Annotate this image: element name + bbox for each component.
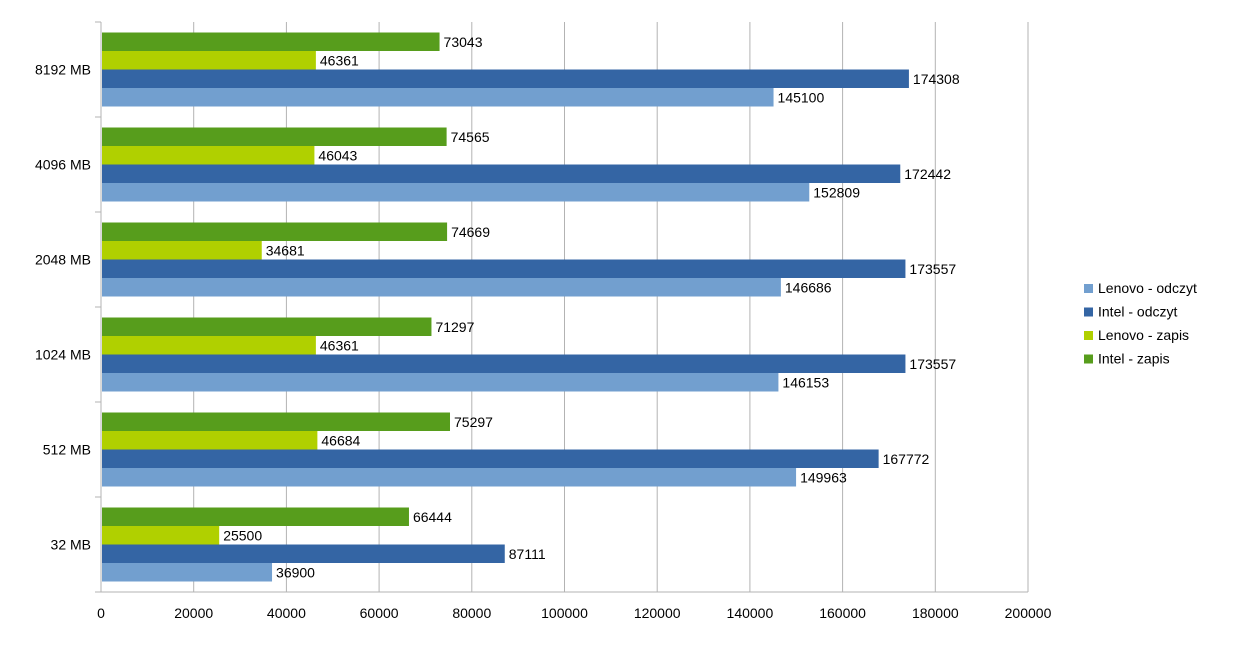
bar <box>102 507 409 526</box>
legend: Lenovo - odczyt Intel - odczyt Lenovo - za… <box>1084 280 1197 367</box>
bar <box>102 32 440 51</box>
x-tick-label: 80000 <box>452 605 491 621</box>
legend-swatch <box>1084 284 1093 293</box>
data-label: 46361 <box>320 337 359 353</box>
bar <box>102 183 810 202</box>
data-label: 174308 <box>913 71 960 87</box>
data-label: 75297 <box>454 414 493 430</box>
data-labels: 36900 87111 25500 66444 149963 167772 46684 752… <box>223 34 960 581</box>
data-label: 173557 <box>909 356 956 372</box>
bars <box>102 32 909 582</box>
bar <box>102 259 906 278</box>
bar <box>102 526 220 545</box>
data-label: 152809 <box>813 184 860 200</box>
x-tick-label: 200000 <box>1005 605 1052 621</box>
bar <box>102 468 797 487</box>
data-label: 46361 <box>320 52 359 68</box>
y-category-label: 8192 MB <box>35 62 91 78</box>
x-tick-label: 120000 <box>634 605 681 621</box>
y-category-label: 2048 MB <box>35 252 91 268</box>
bar <box>102 449 879 468</box>
data-label: 149963 <box>800 469 847 485</box>
bar <box>102 563 273 582</box>
x-tick-label: 20000 <box>174 605 213 621</box>
legend-label: Lenovo - odczyt <box>1098 280 1197 296</box>
data-label: 34681 <box>266 242 305 258</box>
bar <box>102 127 447 146</box>
legend-label: Lenovo - zapis <box>1098 327 1189 343</box>
legend-swatch <box>1084 331 1093 340</box>
bar <box>102 544 505 563</box>
data-label: 36900 <box>276 564 315 580</box>
y-category-label: 32 MB <box>51 537 91 553</box>
data-label: 46043 <box>318 147 357 163</box>
data-label: 74669 <box>451 224 490 240</box>
x-tick-label: 140000 <box>727 605 774 621</box>
data-label: 66444 <box>413 509 452 525</box>
legend-swatch <box>1084 307 1093 317</box>
bar <box>102 278 781 297</box>
data-label: 146686 <box>785 279 832 295</box>
x-tick-label: 40000 <box>267 605 306 621</box>
legend-swatch <box>1084 354 1093 364</box>
bar <box>102 317 432 336</box>
data-label: 74565 <box>451 129 490 145</box>
legend-label: Intel - odczyt <box>1098 304 1177 320</box>
data-label: 25500 <box>223 527 262 543</box>
x-tick-label: 0 <box>97 605 105 621</box>
data-label: 173557 <box>909 261 956 277</box>
data-label: 73043 <box>444 34 483 50</box>
bar <box>102 164 901 183</box>
legend-label: Intel - zapis <box>1098 351 1170 367</box>
data-label: 87111 <box>509 546 546 562</box>
x-tick-label: 180000 <box>912 605 959 621</box>
bar <box>102 241 262 260</box>
data-label: 46684 <box>321 432 360 448</box>
bar <box>102 336 316 355</box>
x-tick-label: 100000 <box>541 605 588 621</box>
y-category-label: 4096 MB <box>35 157 91 173</box>
bar <box>102 69 909 88</box>
gridlines <box>193 22 1029 592</box>
bar <box>102 146 315 165</box>
bar <box>102 412 451 431</box>
data-label: 145100 <box>778 89 825 105</box>
bar <box>102 51 316 70</box>
data-label: 71297 <box>435 319 474 335</box>
y-category-label: 1024 MB <box>35 347 91 363</box>
data-label: 167772 <box>883 451 930 467</box>
data-label: 172442 <box>904 166 951 182</box>
x-tick-label: 60000 <box>360 605 399 621</box>
bar <box>102 88 774 107</box>
bar <box>102 222 448 241</box>
y-category-label: 512 MB <box>43 442 91 458</box>
bar <box>102 373 779 392</box>
bar <box>102 354 906 373</box>
bar <box>102 431 318 450</box>
data-label: 146153 <box>782 374 829 390</box>
x-tick-label: 160000 <box>819 605 866 621</box>
axes: 0 20000 40000 60000 80000 100000 120000 140000 1… <box>35 21 1052 621</box>
